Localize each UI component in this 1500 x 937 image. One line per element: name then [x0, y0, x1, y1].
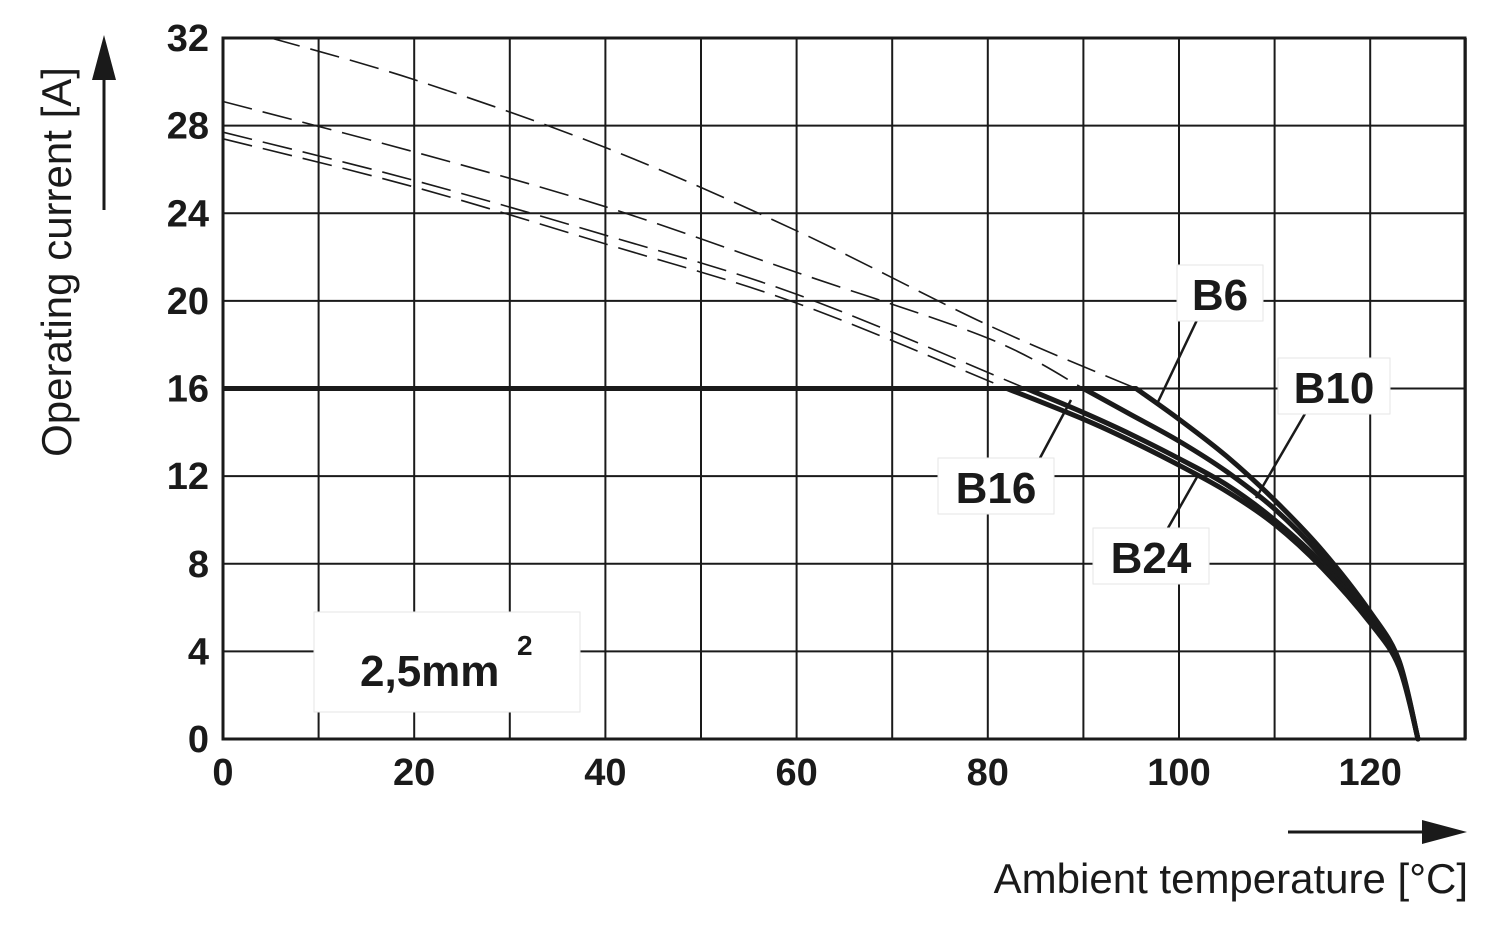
y-tick-label: 24 — [167, 193, 209, 235]
series-label-box-b6 — [1176, 264, 1264, 322]
y-tick-label: 8 — [188, 544, 209, 586]
plot-border — [221, 36, 1467, 741]
x-tick-label: 120 — [1338, 752, 1401, 794]
y-tick-label: 16 — [167, 369, 209, 411]
series-label-b10: B10 — [1294, 364, 1375, 413]
series-labels: B6 B10 B16 B24 — [937, 264, 1391, 585]
x-tick-label: 60 — [775, 752, 817, 794]
series-label-box-b24 — [1092, 527, 1210, 585]
y-tick-label: 12 — [167, 456, 209, 498]
tick-labels: 0 20 40 60 80 100 120 0 4 8 12 16 20 24 28 32 — [167, 18, 1402, 794]
plot-frame — [221, 36, 1467, 741]
conductor-label-box — [313, 611, 581, 713]
conductor-label: 2,5mm — [360, 647, 499, 696]
leader-b24 — [1166, 476, 1199, 529]
series-label-b16: B16 — [956, 464, 1037, 513]
y-tick-label: 28 — [167, 106, 209, 148]
x-tick-label: 20 — [393, 752, 435, 794]
derating-curve-b24 — [1004, 386, 1421, 742]
x-tick-label: 40 — [584, 752, 626, 794]
x-axis-arrow-head — [1422, 820, 1467, 844]
y-axis-label: Operating current [A] — [33, 67, 80, 457]
x-tick-label: 80 — [967, 752, 1009, 794]
dashed-curve-b24 — [222, 138, 1008, 390]
leader-b16 — [1038, 399, 1073, 459]
solid-curves — [1004, 386, 1421, 742]
conductor-label-superscript: 2 — [517, 630, 533, 661]
leader-b6 — [1155, 319, 1199, 405]
series-label-box-b10 — [1277, 357, 1391, 415]
leader-lines — [1038, 319, 1308, 529]
dashed-curve-b6 — [270, 37, 1137, 390]
series-label-b24: B24 — [1111, 534, 1192, 583]
y-axis-arrow-head — [92, 35, 116, 80]
x-tick-label: 100 — [1147, 752, 1210, 794]
leader-b10 — [1254, 411, 1308, 499]
series-label-b6: B6 — [1192, 271, 1248, 320]
y-tick-label: 20 — [167, 281, 209, 323]
series-label-box-b16 — [937, 457, 1055, 515]
dashed-curve-b10 — [222, 100, 1084, 390]
dashed-curve-b16 — [222, 131, 1027, 390]
dashed-curves — [222, 37, 1137, 390]
x-axis-label: Ambient temperature [°C] — [994, 855, 1468, 902]
y-tick-label: 32 — [167, 18, 209, 60]
y-tick-label: 0 — [188, 719, 209, 761]
y-tick-label: 4 — [188, 631, 209, 673]
x-tick-label: 0 — [212, 752, 233, 794]
